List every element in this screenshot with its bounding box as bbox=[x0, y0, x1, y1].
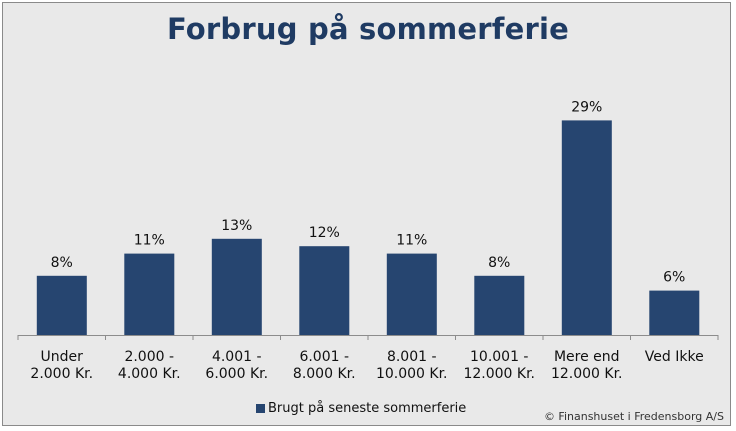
category-label: 2.000 Kr. bbox=[30, 366, 93, 382]
bar bbox=[36, 275, 87, 335]
chart-title: Forbrug på sommerferie bbox=[166, 12, 570, 46]
category-label: 6.000 Kr. bbox=[205, 366, 268, 382]
bar bbox=[211, 238, 262, 335]
category-label: 6.001 - bbox=[299, 349, 349, 365]
bar bbox=[124, 253, 175, 335]
category-label: 12.000 Kr. bbox=[463, 366, 535, 382]
data-label: 13% bbox=[221, 218, 252, 234]
category-label: Mere end bbox=[554, 349, 620, 365]
data-label: 8% bbox=[488, 255, 510, 271]
data-label: 29% bbox=[571, 99, 602, 115]
category-label: 8.000 Kr. bbox=[293, 366, 356, 382]
category-label: 10.000 Kr. bbox=[376, 366, 448, 382]
category-label: Ved Ikke bbox=[645, 349, 704, 365]
category-label: 12.000 Kr. bbox=[551, 366, 623, 382]
data-label: 11% bbox=[396, 233, 427, 249]
data-label: 11% bbox=[134, 233, 165, 249]
category-label: 4.001 - bbox=[212, 349, 262, 365]
category-label: 8.001 - bbox=[387, 349, 437, 365]
category-label: Under bbox=[41, 349, 84, 365]
bar bbox=[649, 290, 700, 335]
bar bbox=[299, 246, 350, 335]
data-label: 12% bbox=[309, 225, 340, 241]
bar bbox=[386, 253, 437, 335]
bar bbox=[561, 120, 612, 336]
category-label: 4.000 Kr. bbox=[118, 366, 181, 382]
credit-text: © Finanshuset i Fredensborg A/S bbox=[543, 410, 724, 423]
legend-swatch bbox=[256, 403, 265, 413]
category-label: 2.000 - bbox=[124, 349, 174, 365]
data-label: 8% bbox=[51, 255, 73, 271]
bar bbox=[474, 275, 525, 335]
chart-legend: Brugt på seneste sommerferie bbox=[256, 399, 466, 417]
data-label: 6% bbox=[663, 270, 685, 286]
category-label: 10.001 - bbox=[470, 349, 529, 365]
legend-label: Brugt på seneste sommerferie bbox=[268, 400, 467, 416]
